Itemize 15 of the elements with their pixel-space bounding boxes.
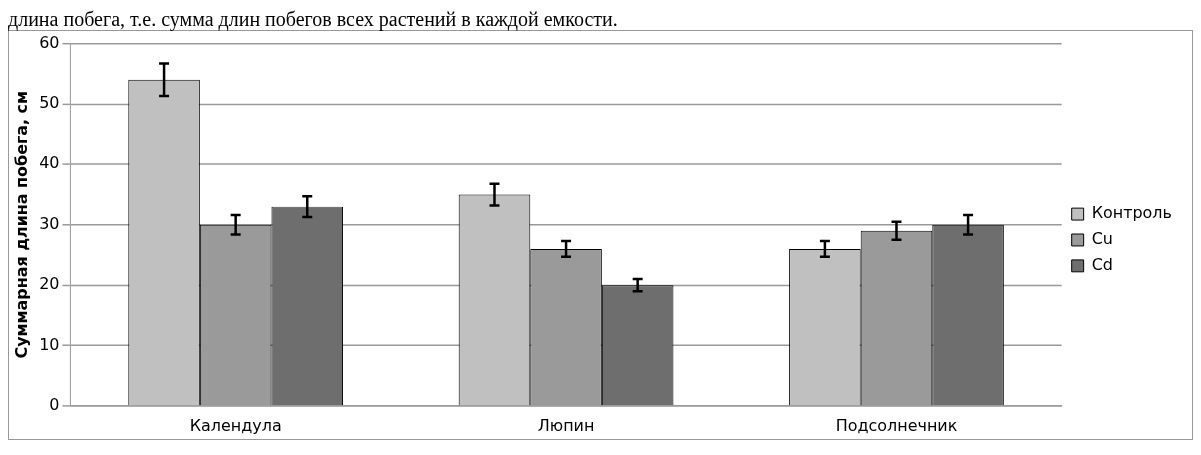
x-tick-label: Подсолнечник [835, 415, 958, 435]
y-tick-label: 0 [49, 395, 60, 415]
y-tick-label: 30 [39, 213, 60, 233]
x-tick-label: Люпин [537, 415, 595, 435]
y-tick-label: 50 [39, 93, 60, 113]
y-tick-label: 60 [39, 32, 60, 52]
text: длина побега, т.е. сумма длин побегов всех растений в каждой емкости. [8, 8, 619, 30]
legend-label: Cd [1091, 255, 1113, 274]
y-tick-label: 20 [39, 274, 60, 294]
legend-label: Контроль [1091, 203, 1172, 223]
y-axis-title: Суммарная длина побега, см [11, 91, 31, 359]
x-tick-label: Календула [189, 415, 282, 435]
y-tick-label: 40 [39, 153, 60, 173]
legend-label: Cu [1091, 229, 1113, 249]
y-tick-label: 10 [39, 334, 60, 354]
